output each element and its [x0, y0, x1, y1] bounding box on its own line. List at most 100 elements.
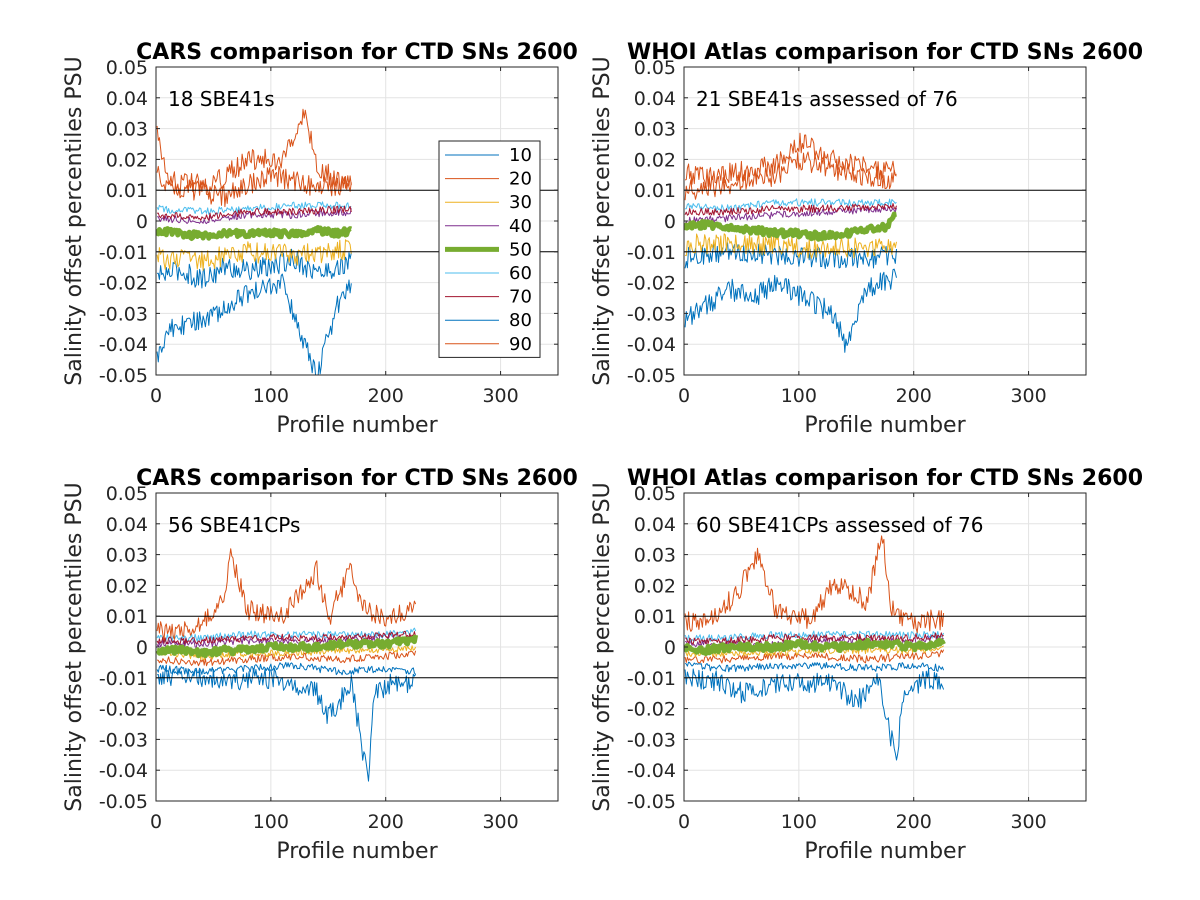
series-line-70: [685, 632, 944, 645]
y-tick-label: 0.04: [106, 514, 148, 536]
y-tick-label: -0.02: [99, 273, 148, 295]
series-line-80: [156, 664, 417, 782]
x-tick-label: 0: [150, 385, 162, 407]
x-tick-label: 200: [896, 385, 932, 407]
series-line-10: [156, 661, 416, 676]
legend-label-30: 30: [509, 192, 532, 213]
annotation-text: 56 SBE41CPs: [168, 513, 300, 537]
series-line-10: [157, 248, 352, 289]
x-tick-label: 100: [253, 811, 289, 833]
y-tick-label: 0.02: [106, 575, 148, 597]
series-line-80: [684, 668, 945, 761]
chart-panel-2: 0 100 200 300 -0.05 -0.04 -0.03 -0.02 -0.01 0 0.01…: [590, 40, 1143, 438]
y-tick-label: 0.05: [634, 483, 676, 505]
y-tick-label: -0.01: [627, 242, 676, 264]
legend-label-70: 70: [509, 287, 532, 308]
chart-title: WHOI Atlas comparison for CTD SNs 2600: [627, 466, 1143, 491]
legend-label-60: 60: [509, 263, 532, 284]
x-tick-label: 200: [368, 811, 404, 833]
series-group: [156, 108, 353, 375]
x-tick-label: 100: [781, 811, 817, 833]
y-tick-label: -0.05: [627, 365, 676, 387]
series-line-10: [684, 661, 945, 673]
y-tick-label: 0.03: [106, 545, 148, 567]
x-tick-label: 300: [482, 385, 518, 407]
y-tick-label: 0.01: [634, 606, 676, 628]
y-tick-label: -0.01: [99, 242, 148, 264]
legend-label-50: 50: [509, 239, 532, 260]
chart-title: WHOI Atlas comparison for CTD SNs 2600: [627, 40, 1143, 65]
y-axis-label: Salinity offset percentiles PSU: [590, 56, 615, 385]
x-axis-label: Profile number: [276, 413, 438, 438]
chart-panel-1: 0 100 200 300 -0.05 -0.04 -0.03 -0.02 -0.01 0 0.01…: [62, 40, 578, 438]
series-group: [684, 132, 898, 353]
y-tick-label: -0.01: [99, 668, 148, 690]
series-line-50: [156, 634, 419, 659]
y-tick-label: 0: [136, 211, 148, 233]
series-line-60: [684, 630, 945, 642]
y-tick-label: 0.05: [106, 483, 148, 505]
x-axis-label: Profile number: [276, 839, 438, 864]
series-line-50: [156, 225, 353, 241]
series-line-40: [156, 633, 416, 649]
y-tick-label: -0.04: [627, 334, 676, 356]
series-line-70: [684, 203, 897, 216]
y-tick-label: 0.02: [106, 149, 148, 171]
x-tick-label: 300: [1010, 811, 1046, 833]
y-tick-label: 0.04: [106, 88, 148, 110]
y-tick-label: 0.05: [106, 57, 148, 79]
series-line-70: [156, 630, 417, 645]
series-line-50: [684, 211, 898, 242]
y-axis-label: Salinity offset percentiles PSU: [590, 482, 615, 811]
series-line-20: [156, 650, 417, 667]
series-line-40: [157, 208, 352, 225]
y-tick-label: -0.03: [99, 729, 148, 751]
y-tick-label: -0.04: [627, 760, 676, 782]
series-line-90: [156, 108, 352, 196]
y-tick-label: 0: [136, 637, 148, 659]
y-tick-label: 0.03: [106, 119, 148, 141]
y-tick-label: 0.02: [634, 149, 676, 171]
y-tick-label: 0.01: [106, 606, 148, 628]
series-line-30: [685, 233, 897, 259]
series-line-60: [156, 627, 417, 642]
legend-label-90: 90: [509, 334, 532, 355]
x-axis-label: Profile number: [804, 839, 966, 864]
series-line-50: [684, 637, 946, 657]
series-line-30: [156, 239, 352, 271]
series-line-20: [684, 151, 897, 201]
x-tick-label: 300: [482, 811, 518, 833]
series-group: [684, 535, 946, 761]
series-line-90: [684, 535, 945, 634]
y-tick-label: 0.05: [634, 57, 676, 79]
chart-panel-4: 0 100 200 300 -0.05 -0.04 -0.03 -0.02 -0.01 0 0.01…: [590, 466, 1143, 864]
x-tick-label: 0: [678, 385, 690, 407]
series-line-90: [684, 132, 897, 189]
series-line-80: [156, 273, 352, 375]
legend-label-20: 20: [509, 169, 532, 190]
x-tick-label: 200: [368, 385, 404, 407]
y-tick-label: 0.04: [634, 514, 676, 536]
y-tick-label: -0.03: [627, 303, 676, 325]
chart-title: CARS comparison for CTD SNs 2600: [136, 40, 578, 65]
series-line-90: [156, 548, 417, 641]
y-axis-label: Salinity offset percentiles PSU: [62, 482, 87, 811]
x-tick-label: 100: [253, 385, 289, 407]
series-line-80: [684, 268, 897, 353]
x-tick-label: 200: [896, 811, 932, 833]
x-tick-label: 0: [150, 811, 162, 833]
series-line-10: [684, 242, 897, 269]
y-tick-label: -0.02: [627, 273, 676, 295]
chart-title: CARS comparison for CTD SNs 2600: [136, 466, 578, 491]
annotation-text: 21 SBE41s assessed of 76: [696, 87, 958, 111]
y-tick-label: -0.04: [99, 760, 148, 782]
y-tick-label: 0.03: [634, 119, 676, 141]
y-tick-label: -0.03: [99, 303, 148, 325]
chart-panel-3: 0 100 200 300 -0.05 -0.04 -0.03 -0.02 -0.01 0 0.01…: [62, 466, 578, 864]
y-tick-label: 0.04: [634, 88, 676, 110]
y-tick-label: -0.01: [627, 668, 676, 690]
y-tick-label: 0: [664, 637, 676, 659]
y-tick-label: -0.05: [99, 365, 148, 387]
x-tick-label: 300: [1010, 385, 1046, 407]
